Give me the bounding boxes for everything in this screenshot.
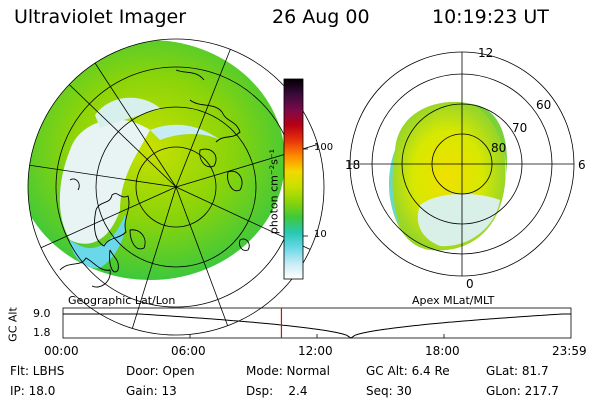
info-glat: GLat: 81.7: [486, 364, 549, 378]
cyan-fringe-geo-2: [150, 124, 220, 140]
image-time: 10:19:23 UT: [432, 6, 549, 28]
colorbar: [283, 78, 304, 280]
altitude-ylabel: GC Alt: [6, 307, 20, 342]
altitude-xtick-0000: 00:00: [44, 344, 79, 358]
colorbar-tick-10: 10: [314, 229, 327, 240]
geographic-map: [27, 38, 325, 336]
colorbar-unit-label: photon cm⁻²s⁻¹: [267, 148, 281, 235]
altitude-plot-frame: [62, 307, 572, 339]
altitude-ytick-1-8: 1.8: [33, 326, 51, 339]
altitude-xtick-1200: 12:00: [298, 344, 333, 358]
altitude-x-ticks: [189, 334, 445, 338]
auroral-emission-geo: [28, 40, 285, 280]
altitude-xtick-2359: 23:59: [552, 344, 587, 358]
mlat-label-60: 60: [536, 98, 552, 112]
app-title: Ultraviolet Imager: [14, 6, 187, 28]
altitude-plot: [62, 307, 572, 339]
colorbar-ticks: [303, 148, 308, 237]
polar-map: [349, 51, 575, 277]
polar-map-caption: Apex MLat/MLT: [412, 294, 495, 307]
colorbar-tick-100: 100: [314, 142, 334, 153]
info-mode: Mode: Normal: [246, 364, 330, 378]
info-gc-alt: GC Alt: 6.4 Re: [366, 364, 450, 378]
mlat-label-80: 80: [491, 141, 507, 155]
mlt-label-6: 6: [578, 158, 586, 172]
auroral-void-geo: [59, 119, 150, 244]
polar-green-edge: [472, 104, 507, 184]
mlt-label-18: 18: [345, 158, 361, 172]
info-ip: IP: 18.0: [10, 384, 56, 398]
geo-outer-ring: [27, 38, 325, 336]
geo-map-caption: Geographic Lat/Lon: [68, 294, 176, 307]
polar-grid: [349, 51, 575, 277]
geo-coastlines: [59, 69, 250, 288]
image-date: 26 Aug 00: [272, 6, 370, 28]
altitude-ytick-9: 9.0: [33, 307, 51, 320]
altitude-curve: [63, 313, 571, 339]
altitude-xtick-0600: 06:00: [171, 344, 206, 358]
geo-graticule: [28, 39, 324, 335]
info-glon: GLon: 217.7: [486, 384, 559, 398]
cyan-fringe-geo: [70, 215, 126, 269]
mlt-label-12: 12: [478, 46, 494, 60]
altitude-xtick-1800: 18:00: [425, 344, 460, 358]
info-door: Door: Open: [126, 364, 195, 378]
mlat-label-70: 70: [512, 121, 528, 135]
info-seq: Seq: 30: [366, 384, 412, 398]
polar-cyan-edge: [388, 150, 400, 225]
info-dsp: Dsp: 2.4: [246, 384, 308, 398]
info-gain: Gain: 13: [126, 384, 177, 398]
mlt-label-0: 0: [466, 277, 474, 291]
info-filter: Flt: LBHS: [10, 364, 65, 378]
polar-diffuse-patch: [417, 193, 500, 247]
